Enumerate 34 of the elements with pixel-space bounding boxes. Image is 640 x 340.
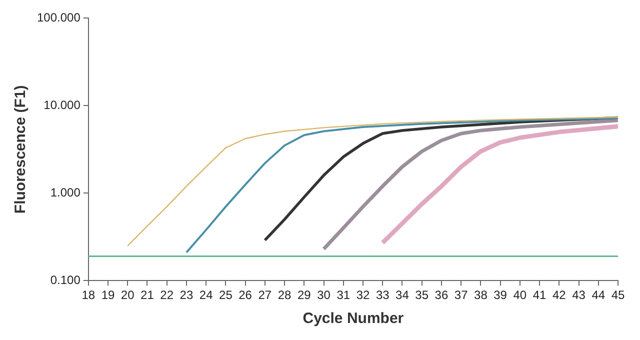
x-tick-label: 44 <box>592 288 606 302</box>
y-axis-title: Fluorescence (F1) <box>12 85 30 214</box>
x-tick-label: 32 <box>356 288 370 302</box>
y-tick-label: 100.000 <box>36 10 81 25</box>
x-tick-label: 22 <box>160 288 174 302</box>
x-tick-label: 29 <box>297 288 312 302</box>
x-tick-label: 30 <box>317 288 331 302</box>
x-tick-label: 45 <box>611 288 625 302</box>
y-tick-label: 1.000 <box>50 185 81 200</box>
x-tick-label: 31 <box>336 288 350 302</box>
x-tick-label: 42 <box>552 288 566 302</box>
x-tick-label: 25 <box>219 288 233 302</box>
x-axis-title: Cycle Number <box>302 310 404 328</box>
x-tick-label: 26 <box>238 288 252 302</box>
x-tick-label: 28 <box>278 288 292 302</box>
x-tick-label: 21 <box>140 288 154 302</box>
y-tick-label: 10.000 <box>44 98 81 112</box>
x-tick-label: 37 <box>454 288 468 302</box>
x-tick-label: 43 <box>572 288 586 302</box>
x-tick-label: 34 <box>396 288 410 302</box>
x-tick-label: 41 <box>532 288 547 302</box>
x-tick-label: 27 <box>258 288 272 302</box>
x-tick-label: 35 <box>415 288 429 302</box>
x-tick-label: 33 <box>376 288 390 302</box>
x-tick-label: 20 <box>120 288 135 302</box>
x-tick-label: 18 <box>82 288 96 302</box>
x-tick-label: 40 <box>513 288 527 302</box>
y-tick-label: 0.100 <box>50 272 81 287</box>
x-tick-label: 24 <box>199 288 214 302</box>
x-tick-label: 19 <box>101 288 115 302</box>
x-tick-label: 23 <box>180 288 194 302</box>
x-tick-label: 39 <box>494 288 508 302</box>
x-tick-label: 36 <box>434 288 448 302</box>
x-tick-label: 38 <box>474 288 488 302</box>
